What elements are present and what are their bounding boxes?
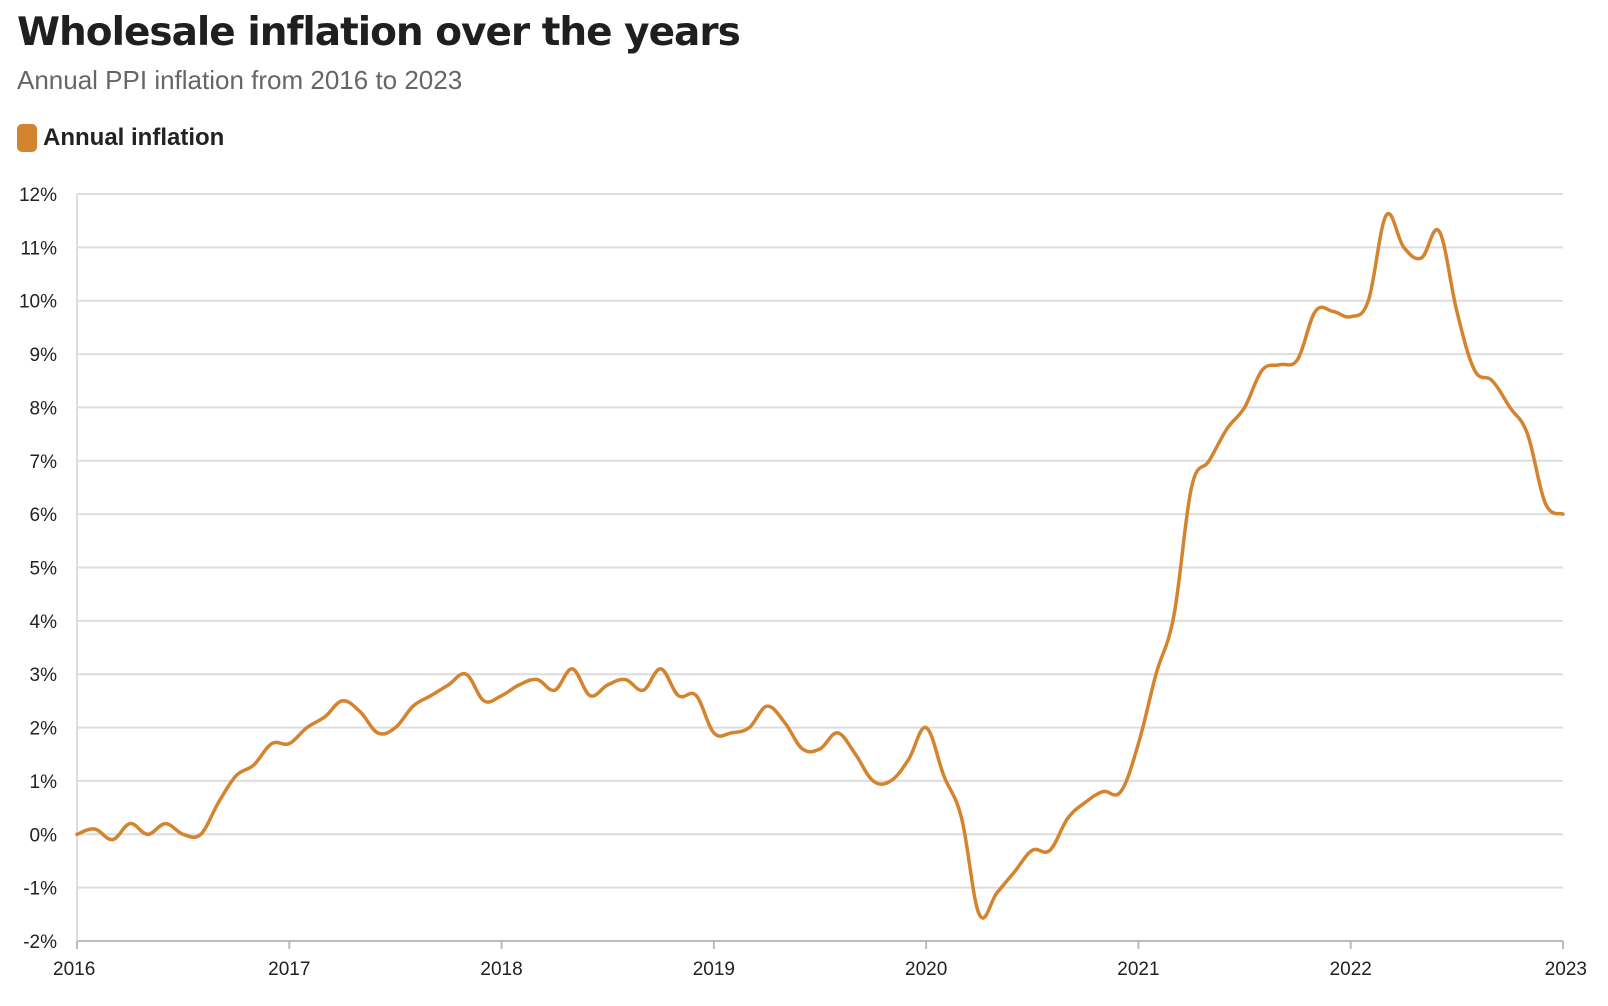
y-tick-label: 4% (30, 612, 58, 633)
series-lines (75, 211, 1565, 920)
chart-subtitle: Annual PPI inflation from 2016 to 2023 (17, 65, 463, 95)
y-tick-label: 7% (30, 452, 58, 473)
y-tick-label: 10% (19, 292, 57, 313)
y-tick-label: 2% (30, 719, 58, 740)
chart-title: Wholesale inflation over the years (17, 10, 741, 55)
legend-label: Annual inflation (43, 124, 225, 151)
x-axis-ticks: 2016 2017 2018 2019 2020 2021 2022 2023 (53, 941, 1587, 980)
x-tick-label: 2021 (1117, 959, 1159, 980)
y-tick-label: -1% (23, 879, 57, 900)
y-tick-label: 9% (30, 345, 58, 366)
legend-swatch (17, 124, 37, 152)
y-tick-label: -2% (23, 932, 57, 953)
x-tick-label: 2016 (53, 959, 95, 980)
series-line-0 (75, 211, 1565, 920)
x-tick-label: 2022 (1330, 959, 1372, 980)
y-tick-label: 8% (30, 398, 58, 419)
y-tick-label: 11% (20, 238, 57, 259)
x-tick-label: 2023 (1545, 959, 1587, 980)
x-tick-label: 2019 (693, 959, 735, 980)
x-tick-label: 2017 (268, 959, 310, 980)
y-tick-label: 1% (30, 772, 58, 793)
x-tick-label: 2020 (905, 959, 947, 980)
y-tick-label: 6% (30, 505, 58, 526)
y-tick-label: 5% (30, 559, 58, 580)
y-tick-label: 12% (19, 185, 57, 206)
y-axis-ticks: -2% -1% 0% 1% 2% 3% 4% 5% 6% 7% 8% 9% 10% 11% 12% (19, 185, 57, 953)
y-tick-label: 3% (30, 665, 58, 686)
y-tick-label: 0% (30, 825, 58, 846)
legend: Annual inflation (17, 124, 224, 152)
x-tick-label: 2018 (480, 959, 522, 980)
gridlines (76, 193, 1563, 942)
